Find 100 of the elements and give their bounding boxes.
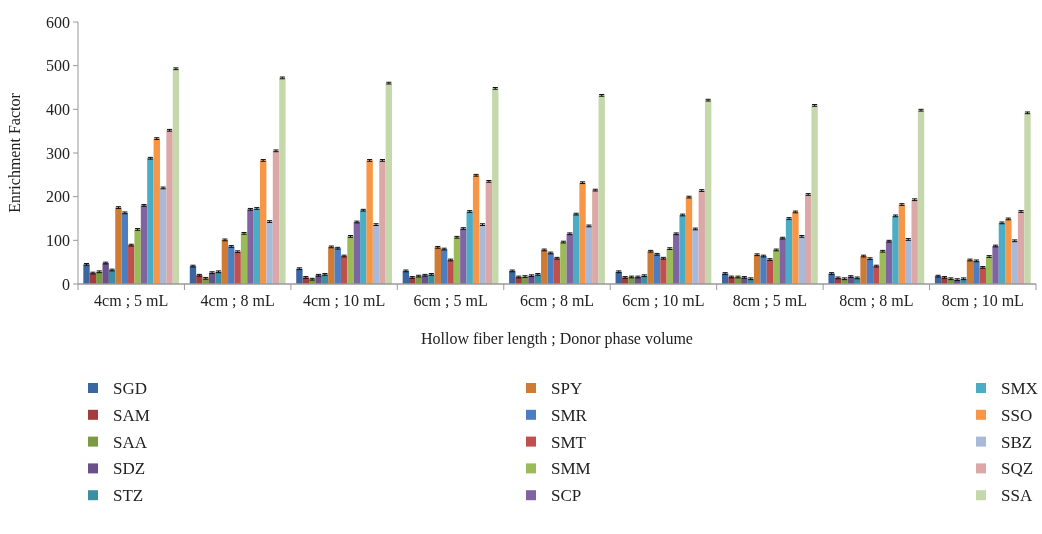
bar [366, 160, 373, 284]
legend-label: SAA [113, 432, 148, 452]
bar [134, 229, 141, 284]
bar [985, 256, 993, 284]
bar [885, 241, 893, 284]
bar [828, 273, 835, 284]
bar [566, 233, 573, 284]
legend-label: SMX [1001, 378, 1038, 398]
bar [460, 228, 467, 284]
x-tick-label: 4cm ; 5 mL [94, 292, 169, 309]
bar [860, 256, 867, 284]
bar [879, 251, 886, 284]
bar [360, 210, 367, 284]
bar [279, 77, 286, 284]
bar [779, 238, 786, 284]
y-tick-label: 600 [46, 13, 70, 31]
bar [234, 251, 241, 284]
legend-label: SCP [551, 486, 582, 506]
bar [792, 211, 799, 284]
bar [1005, 218, 1012, 284]
bar [372, 224, 380, 284]
y-tick-label: 100 [46, 231, 70, 249]
bar [228, 246, 235, 284]
bar [328, 246, 335, 284]
bar [541, 249, 548, 284]
bar [592, 190, 599, 284]
bar [673, 233, 680, 284]
bar [917, 110, 925, 284]
bar [973, 260, 980, 284]
bar [347, 236, 354, 284]
x-tick-label: 4cm ; 10 mL [303, 292, 386, 309]
x-axis-title: Hollow fiber length ; Donor phase volume [421, 330, 693, 348]
legend-label: SAM [113, 405, 150, 425]
bar [434, 247, 441, 284]
bar [83, 264, 90, 284]
bar [447, 259, 454, 284]
x-tick-label: 6cm ; 10 mL [622, 292, 705, 309]
bar [379, 160, 386, 284]
bar [453, 237, 461, 284]
legend-label: SSA [1001, 486, 1033, 506]
y-tick-label: 300 [46, 144, 70, 162]
bar [898, 204, 906, 284]
bar [353, 221, 361, 284]
y-tick-label: 200 [46, 188, 70, 206]
legend-label: SSO [1001, 405, 1033, 425]
bar [698, 190, 705, 284]
x-tick-label: 4cm ; 8 mL [200, 292, 275, 309]
bar [666, 248, 674, 284]
x-tick-label: 6cm ; 8 mL [519, 292, 595, 309]
bar [685, 197, 693, 284]
y-tick-label: 500 [46, 57, 70, 75]
bar [128, 245, 135, 284]
legend-label: SMT [551, 432, 587, 452]
legend-label: SDZ [113, 459, 146, 479]
bar [121, 212, 129, 284]
bar [679, 215, 686, 284]
bar [240, 233, 248, 284]
bar [811, 105, 818, 284]
bar [598, 95, 605, 284]
bar [1011, 240, 1018, 284]
bar [785, 218, 793, 284]
bar [1024, 112, 1031, 284]
bar [215, 271, 222, 284]
bar [992, 246, 999, 284]
bar [479, 224, 486, 284]
bar [805, 194, 812, 284]
bar [892, 215, 899, 284]
bar [873, 266, 880, 284]
bar [472, 175, 480, 284]
bar [585, 225, 593, 284]
x-tick-label: 8cm ; 10 mL [941, 292, 1024, 309]
bar [296, 268, 303, 284]
x-tick-label: 8cm ; 5 mL [732, 292, 807, 309]
bar [140, 205, 148, 284]
bar [172, 68, 180, 284]
bar [334, 248, 341, 284]
bar [247, 209, 254, 284]
bar [272, 150, 280, 284]
legend-label: SQZ [1001, 459, 1034, 479]
bar [653, 254, 661, 284]
bar [166, 130, 173, 284]
bar [260, 160, 267, 284]
bar [760, 256, 767, 284]
bar [385, 83, 393, 284]
bar [692, 228, 699, 284]
y-axis-title: Enrichment Factor [6, 92, 23, 213]
bar [579, 182, 586, 284]
legend-label: SGD [113, 378, 148, 398]
bar [466, 211, 473, 284]
bar [572, 214, 580, 284]
bar [485, 181, 493, 284]
bar [798, 236, 806, 284]
bar [221, 239, 229, 284]
bar [1017, 211, 1025, 284]
bar [115, 207, 122, 284]
bar [253, 208, 261, 284]
bar [660, 258, 667, 284]
bar [704, 100, 712, 284]
legend-label: SMM [551, 459, 591, 479]
bar [266, 221, 273, 284]
